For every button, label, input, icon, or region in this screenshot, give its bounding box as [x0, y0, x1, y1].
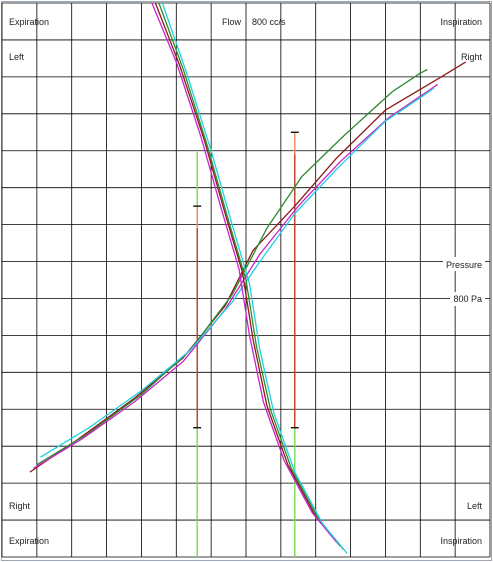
series-layer — [29, 2, 466, 554]
series-line-1 — [29, 61, 466, 473]
label-flow-title: Flow — [222, 17, 242, 27]
series-line-7 — [151, 2, 338, 543]
label-top-right: Inspiration — [440, 17, 482, 27]
axis-guides — [193, 131, 299, 557]
label-right-upper: Right — [461, 52, 483, 62]
label-bottom-right-upper: Left — [467, 501, 483, 511]
label-bottom-left: Expiration — [9, 536, 49, 546]
label-top-left: Expiration — [9, 17, 49, 27]
label-bottom-right: Inspiration — [440, 536, 482, 546]
label-pressure-title: Pressure — [446, 260, 482, 270]
series-line-4 — [39, 87, 435, 458]
label-flow-value: 800 cc/s — [252, 17, 286, 27]
series-line-6 — [158, 2, 345, 551]
label-left-upper: Left — [9, 52, 25, 62]
series-line-2 — [36, 68, 428, 466]
label-bottom-left-upper: Right — [9, 501, 31, 511]
pressure-label-bg — [443, 257, 485, 271]
label-pressure-value: 800 Pa — [453, 294, 482, 304]
series-line-3 — [33, 83, 439, 469]
series-line-5 — [154, 2, 341, 547]
pressure-value-bg — [450, 292, 485, 306]
series-line-8 — [161, 2, 348, 554]
